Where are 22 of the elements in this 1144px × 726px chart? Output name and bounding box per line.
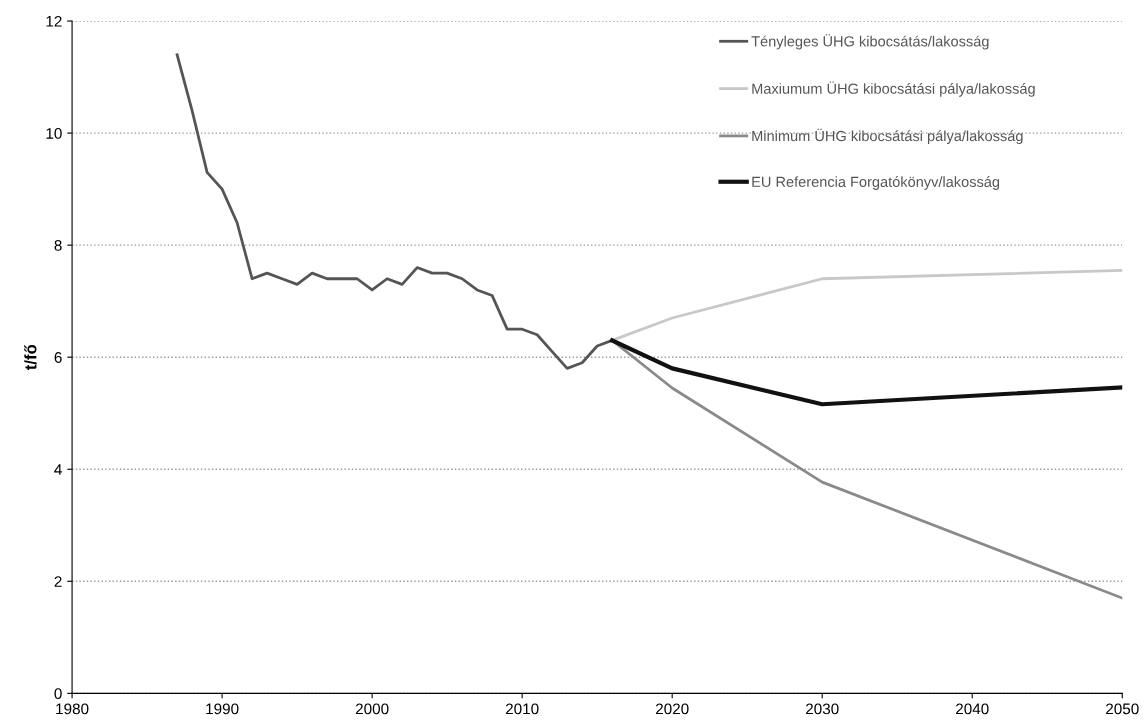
x-tick-label: 1990 bbox=[206, 703, 239, 715]
line-series bbox=[610, 268, 1123, 342]
y-tick-label: 12 bbox=[46, 15, 62, 27]
x-tick-label: 1980 bbox=[56, 703, 89, 715]
y-tick-label: 2 bbox=[54, 576, 62, 587]
legend-label: Maxiumum ÜHG kibocsátási pálya/lakosság bbox=[752, 81, 1035, 97]
y-tick-label: 4 bbox=[54, 464, 62, 475]
legend-label: Tényleges ÜHG kibocsátás/lakosság bbox=[751, 34, 989, 50]
x-tick-label: 2000 bbox=[355, 703, 389, 715]
x-tick-label: 2050 bbox=[1106, 703, 1139, 715]
y-tick-label: 10 bbox=[46, 127, 62, 139]
legend-label: EU Referencia Forgatókönyv/lakosság bbox=[752, 176, 1000, 190]
x-tick-label: 2020 bbox=[655, 703, 689, 715]
y-tick-label: 0 bbox=[54, 688, 62, 700]
x-tick-label: 2030 bbox=[805, 703, 839, 715]
y-tick-label: 6 bbox=[54, 352, 62, 363]
line-series bbox=[610, 338, 1123, 407]
legend-label: Minimum ÜHG kibocsátási pálya/lakosság bbox=[752, 128, 1023, 145]
y-tick-label: 8 bbox=[54, 240, 62, 251]
y-axis-title: t/fő bbox=[24, 344, 37, 370]
x-tick-label: 2010 bbox=[505, 703, 539, 715]
x-tick-label: 2040 bbox=[956, 703, 989, 715]
